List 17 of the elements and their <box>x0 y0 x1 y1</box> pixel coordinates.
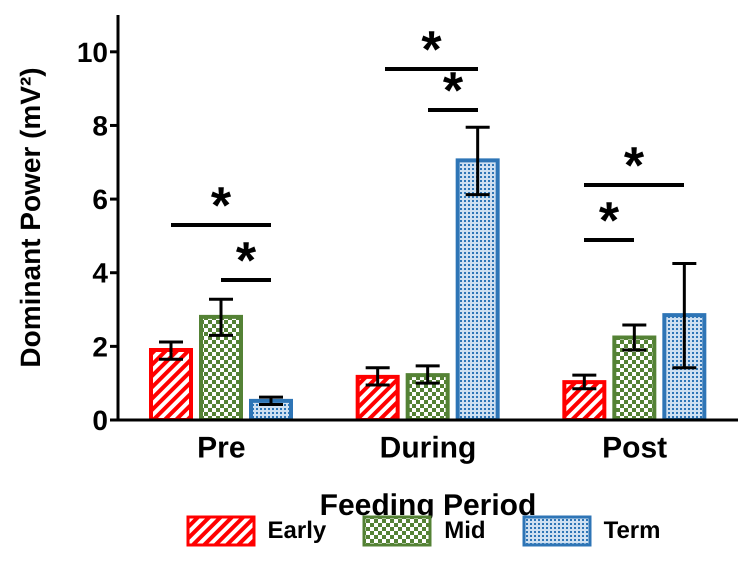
y-tick-label: 0 <box>92 404 108 436</box>
y-axis-title: Dominant Power (mV²) <box>14 67 46 368</box>
annotation: * <box>236 232 257 290</box>
y-tick-label: 2 <box>92 331 108 362</box>
annotation: * <box>210 177 232 235</box>
y-tick-label: 8 <box>92 110 108 142</box>
annotation: * <box>421 21 442 79</box>
annotation: * <box>442 62 464 120</box>
x-tick-label: Pre <box>197 431 246 464</box>
y-tick-label: 6 <box>92 184 108 216</box>
x-tick-label: During <box>380 431 476 464</box>
x-tick-label: Post <box>602 431 668 464</box>
legend-label: Term <box>604 517 660 545</box>
annotation: * <box>598 192 620 250</box>
y-tick-label: 10 <box>76 36 108 68</box>
annotation: * <box>624 137 645 195</box>
y-tick-label: 4 <box>92 258 108 289</box>
